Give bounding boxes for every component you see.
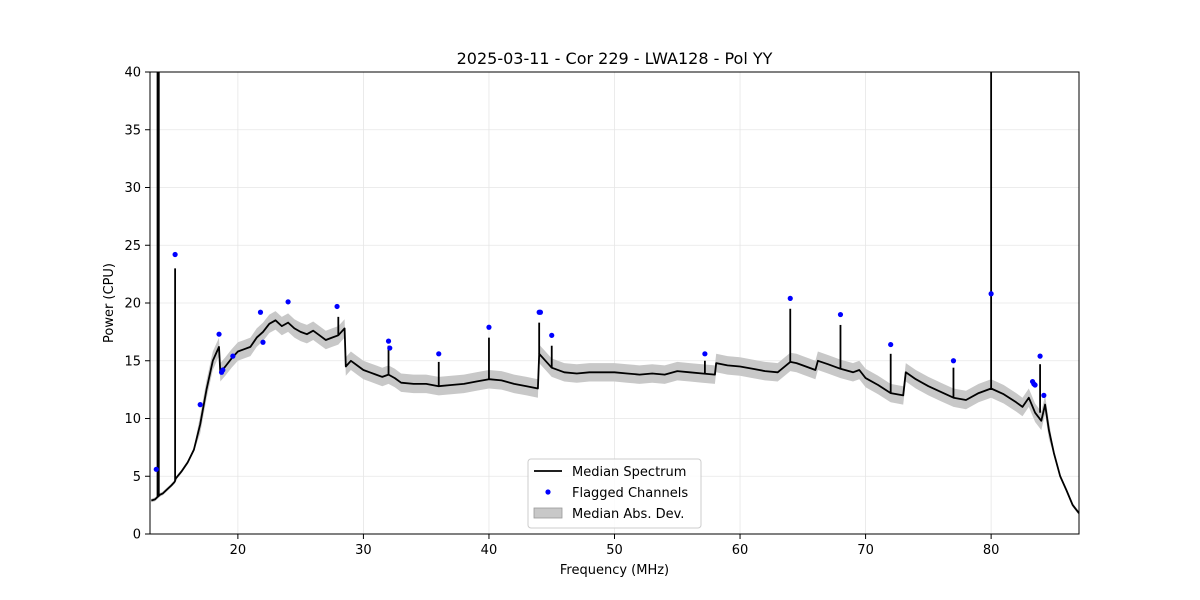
legend: Median Spectrum Flagged Channels Median … (527, 458, 702, 529)
x-tick-label-2: 40 (481, 543, 498, 558)
x-tick-label-4: 60 (732, 543, 749, 558)
median-spectrum-series (151, 72, 1080, 514)
x-tick-label-6: 80 (983, 543, 1000, 558)
flagged-channel-point (153, 466, 159, 472)
x-tick-label-1: 30 (355, 543, 372, 558)
flagged-channel-point (387, 345, 393, 351)
legend-box (527, 458, 702, 529)
flagged-channel-point (988, 291, 994, 297)
flagged-channel-point (172, 251, 178, 258)
flagged-channel-point (1032, 382, 1038, 388)
y-tick-label-3: 15 (124, 354, 141, 369)
y-tick-label-8: 40 (124, 66, 141, 81)
grid-lines (150, 71, 1079, 535)
y-axis-ticks: 0 5 10 15 20 25 30 35 40 (124, 66, 150, 543)
flagged-channel-point (436, 351, 442, 357)
flagged-channel-point (216, 331, 222, 337)
median-abs-dev-band (151, 311, 1080, 516)
y-tick-label-7: 35 (124, 123, 141, 138)
legend-marker-swatch (545, 489, 551, 495)
flagged-channel-point (220, 367, 226, 373)
x-axis-ticks: 20 30 40 50 60 70 80 (230, 534, 1000, 558)
y-tick-label-0: 0 (133, 528, 141, 543)
flagged-channel-point (787, 295, 793, 301)
flagged-channel-point (197, 402, 203, 408)
flagged-channels-series (153, 251, 1047, 472)
flagged-channel-point (334, 303, 340, 310)
flagged-channel-point (702, 351, 708, 357)
x-tick-label-3: 50 (606, 543, 623, 558)
y-axis-label: Power (CPU) (102, 263, 117, 343)
flagged-channel-point (549, 332, 555, 338)
y-tick-label-2: 10 (124, 412, 141, 427)
flagged-channel-point (260, 339, 266, 345)
legend-label-median-spectrum: Median Spectrum (572, 465, 686, 480)
chart-title: 2025-03-11 - Cor 229 - LWA128 - Pol YY (457, 49, 773, 68)
legend-label-flagged-channels: Flagged Channels (572, 486, 688, 501)
x-tick-label-5: 70 (857, 543, 874, 558)
flagged-channel-point (257, 309, 264, 315)
legend-label-median-abs-dev: Median Abs. Dev. (572, 507, 684, 522)
flagged-channel-point (1037, 353, 1043, 359)
flagged-channel-point (1041, 392, 1047, 398)
flagged-channel-point (888, 341, 894, 348)
flagged-channel-point (230, 353, 236, 359)
flagged-channel-point (537, 309, 544, 315)
mad-band-area (151, 311, 1080, 516)
flagged-channel-point (385, 338, 392, 344)
flagged-channel-point (837, 311, 844, 318)
flagged-channel-point (950, 358, 957, 364)
x-axis-label: Frequency (MHz) (560, 563, 669, 578)
y-tick-label-6: 30 (124, 181, 141, 196)
x-tick-label-0: 20 (230, 543, 247, 558)
y-tick-label-4: 20 (124, 297, 141, 312)
y-tick-label-5: 25 (124, 239, 141, 254)
legend-band-swatch (533, 507, 563, 519)
flagged-channel-point (486, 324, 492, 330)
flagged-channel-point (285, 299, 291, 305)
median-spectrum-line (151, 319, 1080, 514)
y-tick-label-1: 5 (133, 470, 141, 485)
